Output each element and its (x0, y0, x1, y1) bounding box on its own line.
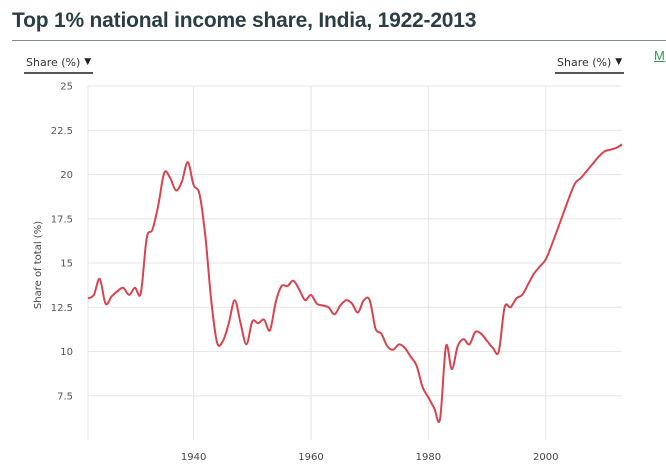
x-tick-label: 1980 (416, 452, 441, 463)
right-axis-selector[interactable]: Share (%) ▼ (555, 52, 625, 74)
x-tick-label: 2000 (533, 452, 558, 463)
x-tick-label: 1960 (298, 452, 323, 463)
title-divider (12, 40, 666, 41)
left-axis-selector[interactable]: Share (%) ▼ (24, 52, 94, 74)
y-axis-ticks: 7.5 10 12.5 15 17.5 20 22.5 25 (51, 82, 73, 403)
x-axis-ticks: 1940 1960 1980 2000 (181, 452, 559, 463)
y-tick-label: 22.5 (51, 126, 73, 137)
y-tick-label: 25 (60, 82, 73, 93)
y-tick-label: 10 (60, 347, 73, 358)
y-tick-label: 15 (60, 259, 73, 270)
x-tick-label: 1940 (181, 452, 206, 463)
y-tick-label: 12.5 (51, 303, 73, 314)
y-tick-label: 20 (60, 170, 73, 181)
caret-down-icon: ▼ (84, 57, 92, 67)
right-axis-selector-label: Share (%) (557, 55, 612, 69)
caret-down-icon: ▼ (615, 57, 623, 67)
chart-grid (87, 85, 622, 440)
chart-title: Top 1% national income share, India, 192… (12, 9, 477, 32)
y-tick-label: 7.5 (57, 391, 73, 402)
y-tick-label: 17.5 (51, 214, 73, 225)
left-axis-selector-label: Share (%) (26, 55, 81, 69)
series-line (87, 143, 623, 423)
y-axis-label: Share of total (%) (33, 221, 44, 309)
more-link[interactable]: M (654, 48, 665, 63)
